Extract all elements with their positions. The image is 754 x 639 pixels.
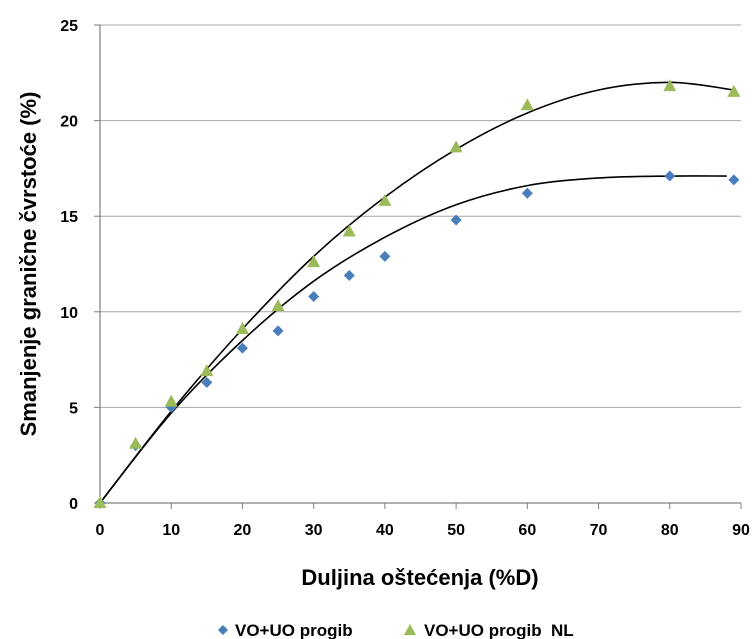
y-tick-label: 25 — [60, 18, 78, 35]
legend-label-series-2: VO+UO progib NL — [424, 621, 574, 639]
trendline-series-1 — [99, 175, 727, 504]
data-point-triangle — [271, 299, 285, 312]
axes — [99, 25, 741, 504]
data-point-triangle — [235, 322, 249, 335]
data-point-diamond — [343, 269, 355, 281]
y-tick-label: 0 — [69, 496, 78, 513]
x-tick-label: 30 — [305, 522, 323, 539]
trendlines — [99, 81, 734, 504]
y-axis-title: Smanjenje granične čvrstoće (%) — [16, 92, 41, 437]
data-point-triangle — [342, 224, 356, 237]
data-point-diamond — [272, 325, 284, 337]
data-point-diamond — [728, 174, 740, 186]
data-point-triangle — [307, 255, 321, 268]
x-tick-label: 70 — [590, 522, 608, 539]
data-point-diamond — [236, 342, 248, 354]
data-point-triangle — [520, 98, 534, 111]
x-tick-label: 50 — [447, 522, 465, 539]
data-point-triangle — [663, 79, 677, 92]
x-tick-label: 10 — [162, 522, 180, 539]
data-point-diamond — [521, 187, 533, 199]
x-tick-label: 90 — [732, 522, 750, 539]
data-point-diamond — [664, 170, 676, 182]
legend-marker-triangle — [404, 624, 416, 635]
x-tick-labels: 0 10 20 30 40 50 60 70 80 90 — [96, 503, 750, 539]
y-tick-label: 5 — [69, 400, 78, 417]
data-point-triangle — [378, 193, 392, 206]
data-point-diamond — [450, 214, 462, 226]
x-tick-label: 60 — [518, 522, 536, 539]
data-point-triangle — [449, 140, 463, 153]
y-tick-label: 15 — [60, 209, 78, 226]
data-point-triangle — [164, 394, 178, 407]
y-tick-labels: 0 5 10 15 20 25 — [60, 18, 100, 513]
gridlines — [100, 24, 741, 408]
x-tick-label: 80 — [661, 522, 679, 539]
data-point-triangle — [727, 84, 741, 97]
legend-marker-diamond — [218, 625, 228, 635]
legend: VO+UO progib VO+UO progib NL — [218, 621, 574, 639]
data-point-triangle — [200, 364, 214, 377]
data-point-diamond — [308, 291, 320, 303]
y-tick-label: 10 — [60, 305, 78, 322]
x-tick-label: 0 — [96, 522, 105, 539]
data-point-triangle — [93, 496, 107, 508]
x-tick-label: 20 — [234, 522, 252, 539]
data-point-diamond — [379, 250, 391, 262]
legend-label-series-1: VO+UO progib — [235, 621, 353, 639]
y-tick-label: 20 — [60, 114, 78, 131]
trendline-series-2 — [99, 81, 734, 504]
data-markers — [93, 79, 741, 509]
data-point-diamond — [201, 377, 213, 389]
data-point-triangle — [129, 436, 143, 449]
x-tick-label: 40 — [376, 522, 394, 539]
x-axis-title: Duljina oštećenja (%D) — [301, 565, 538, 590]
